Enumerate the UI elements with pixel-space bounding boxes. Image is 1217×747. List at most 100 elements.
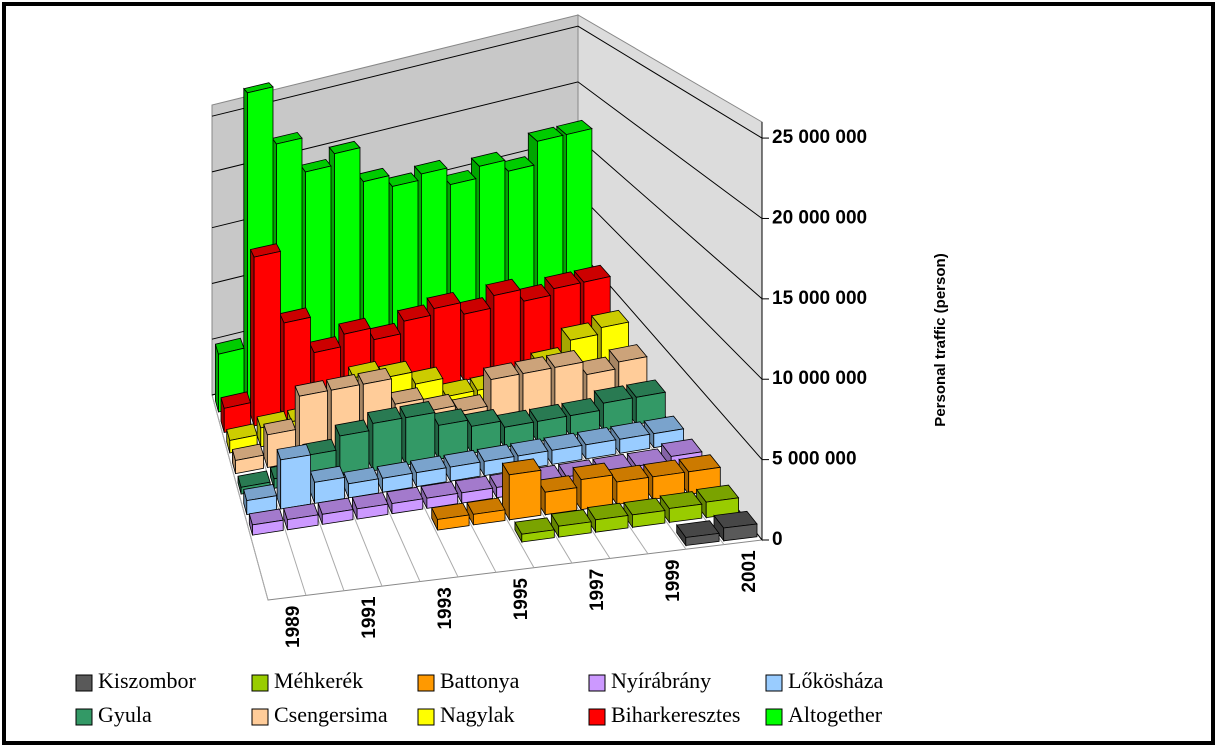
bar — [317, 497, 354, 525]
legend-label: Lőkösháza — [788, 668, 884, 693]
bar — [309, 465, 346, 504]
bar — [386, 486, 424, 515]
bar-front — [521, 529, 555, 543]
bar — [343, 466, 379, 499]
y-tick-label: 20 000 000 — [772, 207, 867, 228]
legend-swatch — [417, 708, 435, 726]
legend-swatch — [588, 708, 606, 726]
y-tick-label: 10 000 000 — [772, 368, 867, 389]
legend-label: Battonya — [440, 668, 520, 693]
x-tick-label: 1989 — [283, 606, 304, 648]
bar — [675, 520, 720, 547]
legend-swatch — [765, 708, 783, 726]
y-axis-label: Personal traffic (person) — [932, 253, 949, 426]
bar — [695, 484, 740, 519]
legend-swatch — [417, 674, 435, 692]
bar-side — [250, 249, 255, 427]
bar — [576, 427, 617, 461]
bar — [572, 462, 614, 511]
bar-front — [619, 433, 651, 454]
bar-front — [252, 519, 284, 536]
bar-front — [356, 503, 389, 520]
bar — [231, 443, 265, 475]
bar — [485, 278, 522, 376]
bar — [713, 510, 758, 542]
bar-front — [685, 532, 720, 546]
bar — [243, 484, 278, 516]
bar — [454, 475, 494, 504]
bar — [248, 508, 284, 536]
x-tick-label: 1991 — [359, 596, 380, 639]
bar — [276, 443, 312, 510]
y-tick-label: 5 000 000 — [772, 449, 857, 470]
bar — [409, 455, 447, 488]
bar — [537, 475, 578, 517]
bar-front — [382, 472, 413, 493]
bar — [399, 401, 436, 466]
bar — [514, 517, 555, 544]
legend-label: Kiszombor — [98, 668, 196, 693]
bar-front — [632, 510, 666, 528]
bar — [659, 491, 703, 524]
x-tick-label: 1993 — [435, 587, 456, 629]
bar — [623, 497, 666, 529]
bar-front — [280, 454, 312, 510]
bar — [550, 509, 592, 539]
bar — [610, 421, 651, 455]
bar-front — [585, 439, 617, 460]
bar — [220, 391, 252, 433]
legend-label: Biharkeresztes — [611, 702, 741, 727]
y-tick-label: 0 — [772, 529, 783, 550]
legend-label: Gyula — [98, 702, 152, 727]
bar-front — [508, 469, 542, 521]
bar — [455, 297, 491, 383]
legend-swatch — [75, 708, 93, 726]
bar-front — [595, 515, 629, 533]
legend-label: Csengersima — [274, 702, 388, 727]
grid-line — [211, 25, 763, 139]
bar-front — [551, 445, 583, 465]
bar — [283, 503, 319, 531]
legend-swatch — [765, 674, 783, 692]
bar-front — [321, 509, 354, 525]
x-tick-label: 1999 — [663, 560, 684, 602]
bar-front — [437, 514, 470, 531]
legend-label: Méhkerék — [274, 668, 363, 693]
bar — [431, 408, 469, 460]
bar — [249, 243, 282, 427]
bar — [593, 385, 634, 432]
legend-label: Nagylak — [440, 702, 515, 727]
bar — [376, 461, 413, 493]
x-tick-label: 2001 — [739, 550, 760, 593]
bar — [607, 464, 650, 506]
bar-front — [544, 487, 578, 516]
floor-line — [211, 394, 269, 601]
bar — [420, 481, 459, 509]
bar — [586, 502, 629, 534]
bar-front — [415, 467, 447, 488]
legend-swatch — [251, 708, 269, 726]
bar-front — [391, 498, 424, 515]
grid-line — [211, 81, 763, 219]
legend-label: Altogether — [788, 702, 883, 727]
bar — [543, 432, 583, 466]
bar-front — [253, 250, 281, 427]
bar-front — [235, 454, 265, 475]
legend-swatch — [75, 674, 93, 692]
bar — [443, 449, 481, 482]
bar-front — [472, 509, 506, 526]
bar — [501, 458, 542, 522]
bar-front — [668, 503, 703, 523]
bar-front — [449, 461, 481, 482]
bar-front — [461, 487, 494, 504]
bar — [334, 419, 370, 478]
bar — [279, 307, 312, 420]
bar — [466, 497, 506, 526]
y-tick-label: 25 000 000 — [772, 127, 867, 148]
legend-swatch — [588, 674, 606, 692]
x-tick-label: 1995 — [511, 578, 532, 621]
x-tick-label: 1997 — [587, 569, 608, 611]
legend-label: Nyírábrány — [611, 668, 711, 693]
y-tick-label: 15 000 000 — [772, 288, 867, 309]
